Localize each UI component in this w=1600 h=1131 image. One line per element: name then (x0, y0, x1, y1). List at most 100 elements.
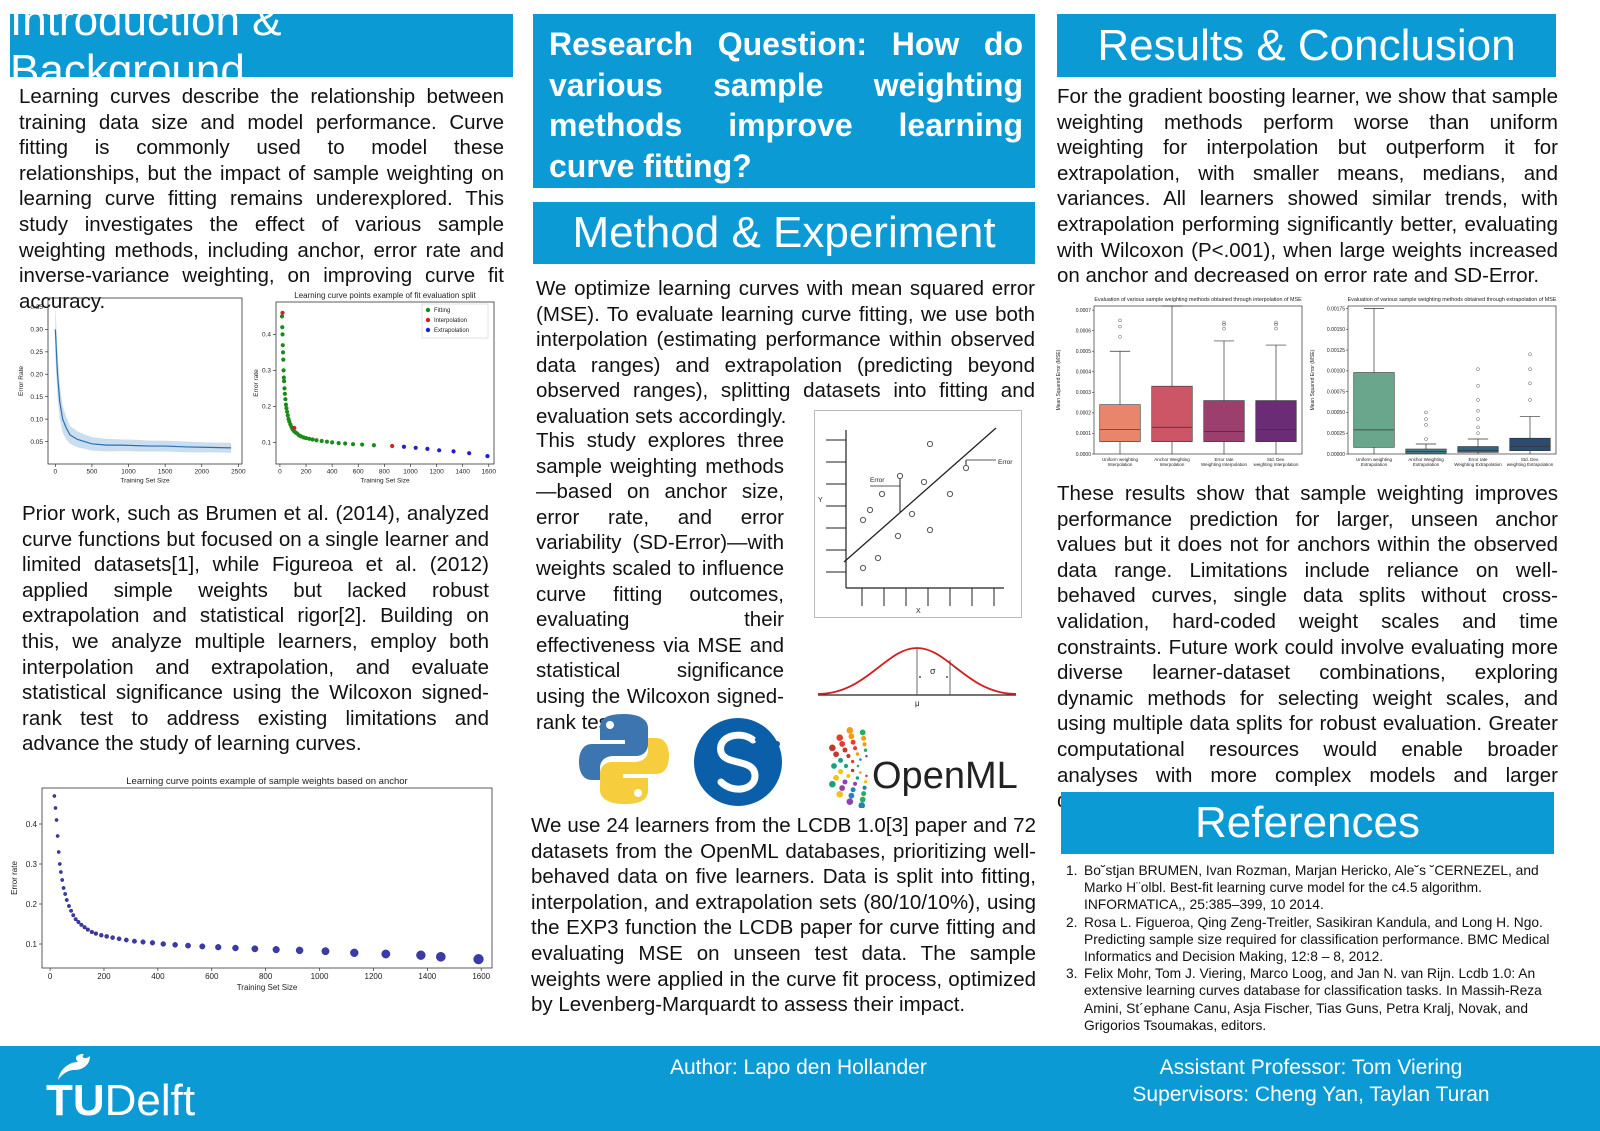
y-axis-label: Mean Squared Error (MSE) (1310, 349, 1316, 410)
weighted-point (131, 938, 137, 944)
point-fitting (307, 436, 312, 441)
normal-mu-label: μ (915, 699, 920, 708)
method-paragraph-2: This study explores three sample weighti… (536, 429, 784, 734)
openml-dot (861, 791, 867, 797)
x-tick-label: 200 (97, 972, 111, 981)
category-label: Uniform weighting (1102, 457, 1139, 462)
openml-dot (846, 753, 851, 759)
y-tick-label: 0.0007 (1076, 308, 1092, 314)
point-fitting (280, 325, 285, 330)
weighted-point (295, 946, 304, 955)
y-tick-label: 0.0005 (1076, 349, 1092, 355)
y-axis-label: Error rate (253, 369, 260, 397)
chart-title: Learning curve points example of fit eva… (294, 291, 476, 300)
x-tick-label: 1400 (455, 469, 470, 476)
point-interpolation (280, 310, 285, 315)
intro-paragraph-1: Learning curves describe the relationshi… (19, 85, 504, 313)
openml-dot (858, 802, 866, 808)
y-tick-label: 0.00050 (1327, 410, 1345, 416)
category-label: Anchor Weighting (1154, 457, 1190, 462)
openml-dot (836, 734, 844, 742)
point-fitting (330, 440, 335, 445)
chart-title: Learning curve points example of sample … (126, 776, 407, 787)
openml-dot (865, 774, 868, 778)
outlier-point (1424, 417, 1428, 421)
x-tick-label: 1000 (311, 972, 329, 981)
outlier-point (1274, 326, 1278, 331)
outlier-point (1476, 431, 1480, 435)
openml-dot (842, 747, 848, 753)
openml-dot (859, 758, 862, 761)
legend-box (421, 303, 489, 339)
point-extrapolation (401, 444, 407, 449)
weighted-point (215, 944, 222, 951)
y-tick-label: 0.1 (26, 940, 38, 949)
x-tick-label: 1200 (365, 972, 383, 981)
openml-dot (863, 780, 868, 784)
y-tick-label: 0.0000 (1076, 452, 1092, 458)
weighted-point (199, 943, 206, 950)
tudelft-logo: TUDelft (46, 1076, 195, 1126)
x-tick-label: 600 (353, 469, 364, 476)
point-fitting (282, 386, 287, 391)
openml-dot (848, 733, 855, 740)
point-fitting (281, 357, 286, 362)
weighted-point (76, 919, 81, 925)
category-label: weighting Extrapolation (1507, 462, 1554, 467)
results-paragraph-2: These results show that sample weighting… (1057, 482, 1558, 812)
box-4 (1509, 352, 1551, 454)
y-tick-label: 0.0003 (1076, 390, 1092, 396)
weighted-point (73, 917, 78, 922)
category-label: Interpolation (1108, 462, 1133, 467)
openml-dot (852, 781, 858, 786)
x-tick-label: 1000 (403, 469, 418, 476)
point-interpolation (292, 425, 297, 431)
box-3 (1457, 367, 1499, 454)
y-axis-label: Error rate (10, 861, 19, 895)
weighted-point (61, 886, 66, 890)
openml-logo: OpenML (829, 727, 1018, 808)
x-tick-label: 2500 (231, 469, 246, 476)
openml-dot (843, 763, 849, 769)
outlier-point (1476, 425, 1480, 430)
openml-dot (846, 798, 854, 805)
openml-dot (838, 769, 844, 775)
reference-item: 3. Felix Mohr, Tom J. Viering, Marco Loog… (1066, 966, 1542, 1033)
weighted-point (350, 948, 359, 957)
outlier-point (1528, 367, 1532, 371)
reference-item: 2. Rosa L. Figueroa, Qing Zeng-Treitler, … (1066, 914, 1550, 965)
weighted-point (99, 933, 104, 938)
chart-title: Evaluation of various sample weighting m… (1348, 297, 1557, 303)
openml-dot (850, 759, 855, 764)
legend-label: Interpolation (434, 318, 467, 324)
weighted-point (93, 931, 99, 936)
outlier-point (1222, 326, 1226, 331)
confidence-band (55, 302, 232, 453)
point-extrapolation (451, 449, 456, 454)
x-tick-label: 1200 (429, 469, 444, 476)
point-fitting (284, 409, 290, 414)
y-tick-label: 0.00075 (1327, 389, 1345, 395)
tudelft-flame-icon (58, 1054, 90, 1080)
y-tick-label: 0.00000 (1327, 452, 1345, 458)
openml-dot (836, 790, 844, 798)
legend-label: Extrapolation (434, 328, 469, 334)
point-fitting (284, 406, 289, 411)
openml-dot (831, 763, 837, 769)
x-tick-label: 200 (301, 469, 312, 476)
openml-dot (833, 774, 840, 781)
outlier-point (1476, 384, 1480, 388)
y-tick-label: 0.10 (30, 416, 43, 423)
point-fitting (360, 442, 365, 447)
x-tick-label: 1500 (158, 469, 173, 476)
weighted-point (60, 878, 65, 882)
y-tick-label: 0.05 (30, 439, 43, 446)
author: Author: Lapo den Hollander (670, 1056, 927, 1079)
y-tick-label: 0.00100 (1327, 369, 1345, 375)
point-interpolation (390, 443, 395, 449)
weighted-point (85, 927, 90, 932)
point-fitting (310, 437, 315, 442)
point-fitting (285, 413, 290, 418)
outlier-point (1476, 409, 1480, 413)
regression-error-label-right: Error (998, 459, 1013, 466)
